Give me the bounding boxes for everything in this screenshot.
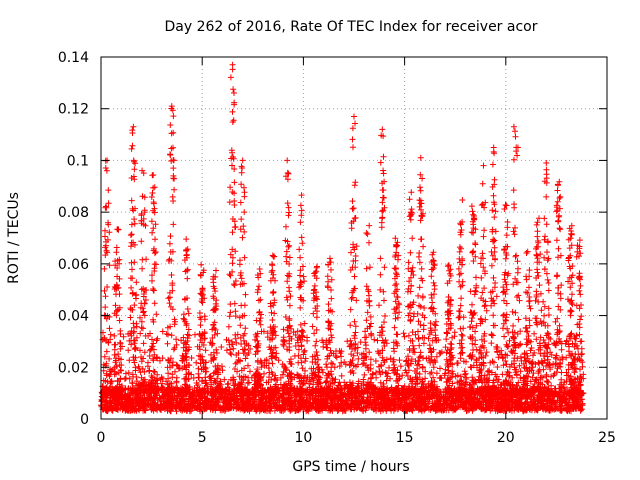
x-axis-label: GPS time / hours	[292, 459, 409, 475]
x-tick-label: 25	[598, 430, 616, 446]
grid-lines	[101, 57, 607, 419]
x-tick-label: 15	[396, 430, 414, 446]
plot-frame	[100, 56, 608, 420]
x-tick-label: 0	[97, 430, 106, 446]
y-tick-label: 0.1	[67, 153, 89, 169]
y-tick-label: 0	[80, 412, 89, 428]
data-points	[98, 61, 587, 415]
y-axis-tick-labels: 0 0.02 0.04 0.06 0.08 0.1 0.12 0.14	[58, 50, 89, 428]
x-tick-label: 5	[198, 430, 207, 446]
y-tick-label: 0.14	[58, 50, 89, 66]
chart-title: Day 262 of 2016, Rate Of TEC Index for r…	[165, 19, 538, 35]
y-tick-label: 0.12	[58, 102, 89, 118]
axis-ticks	[100, 56, 608, 420]
x-tick-label: 20	[497, 430, 515, 446]
y-tick-label: 0.04	[58, 309, 89, 325]
roti-data-points	[98, 61, 587, 415]
y-tick-label: 0.08	[58, 205, 89, 221]
x-axis-tick-labels: 0 5 10 15 20 25	[97, 430, 616, 446]
y-axis-label: ROTI / TECUs	[6, 192, 22, 284]
y-tick-label: 0.06	[58, 257, 89, 273]
x-tick-label: 10	[294, 430, 312, 446]
y-tick-label: 0.02	[58, 360, 89, 376]
